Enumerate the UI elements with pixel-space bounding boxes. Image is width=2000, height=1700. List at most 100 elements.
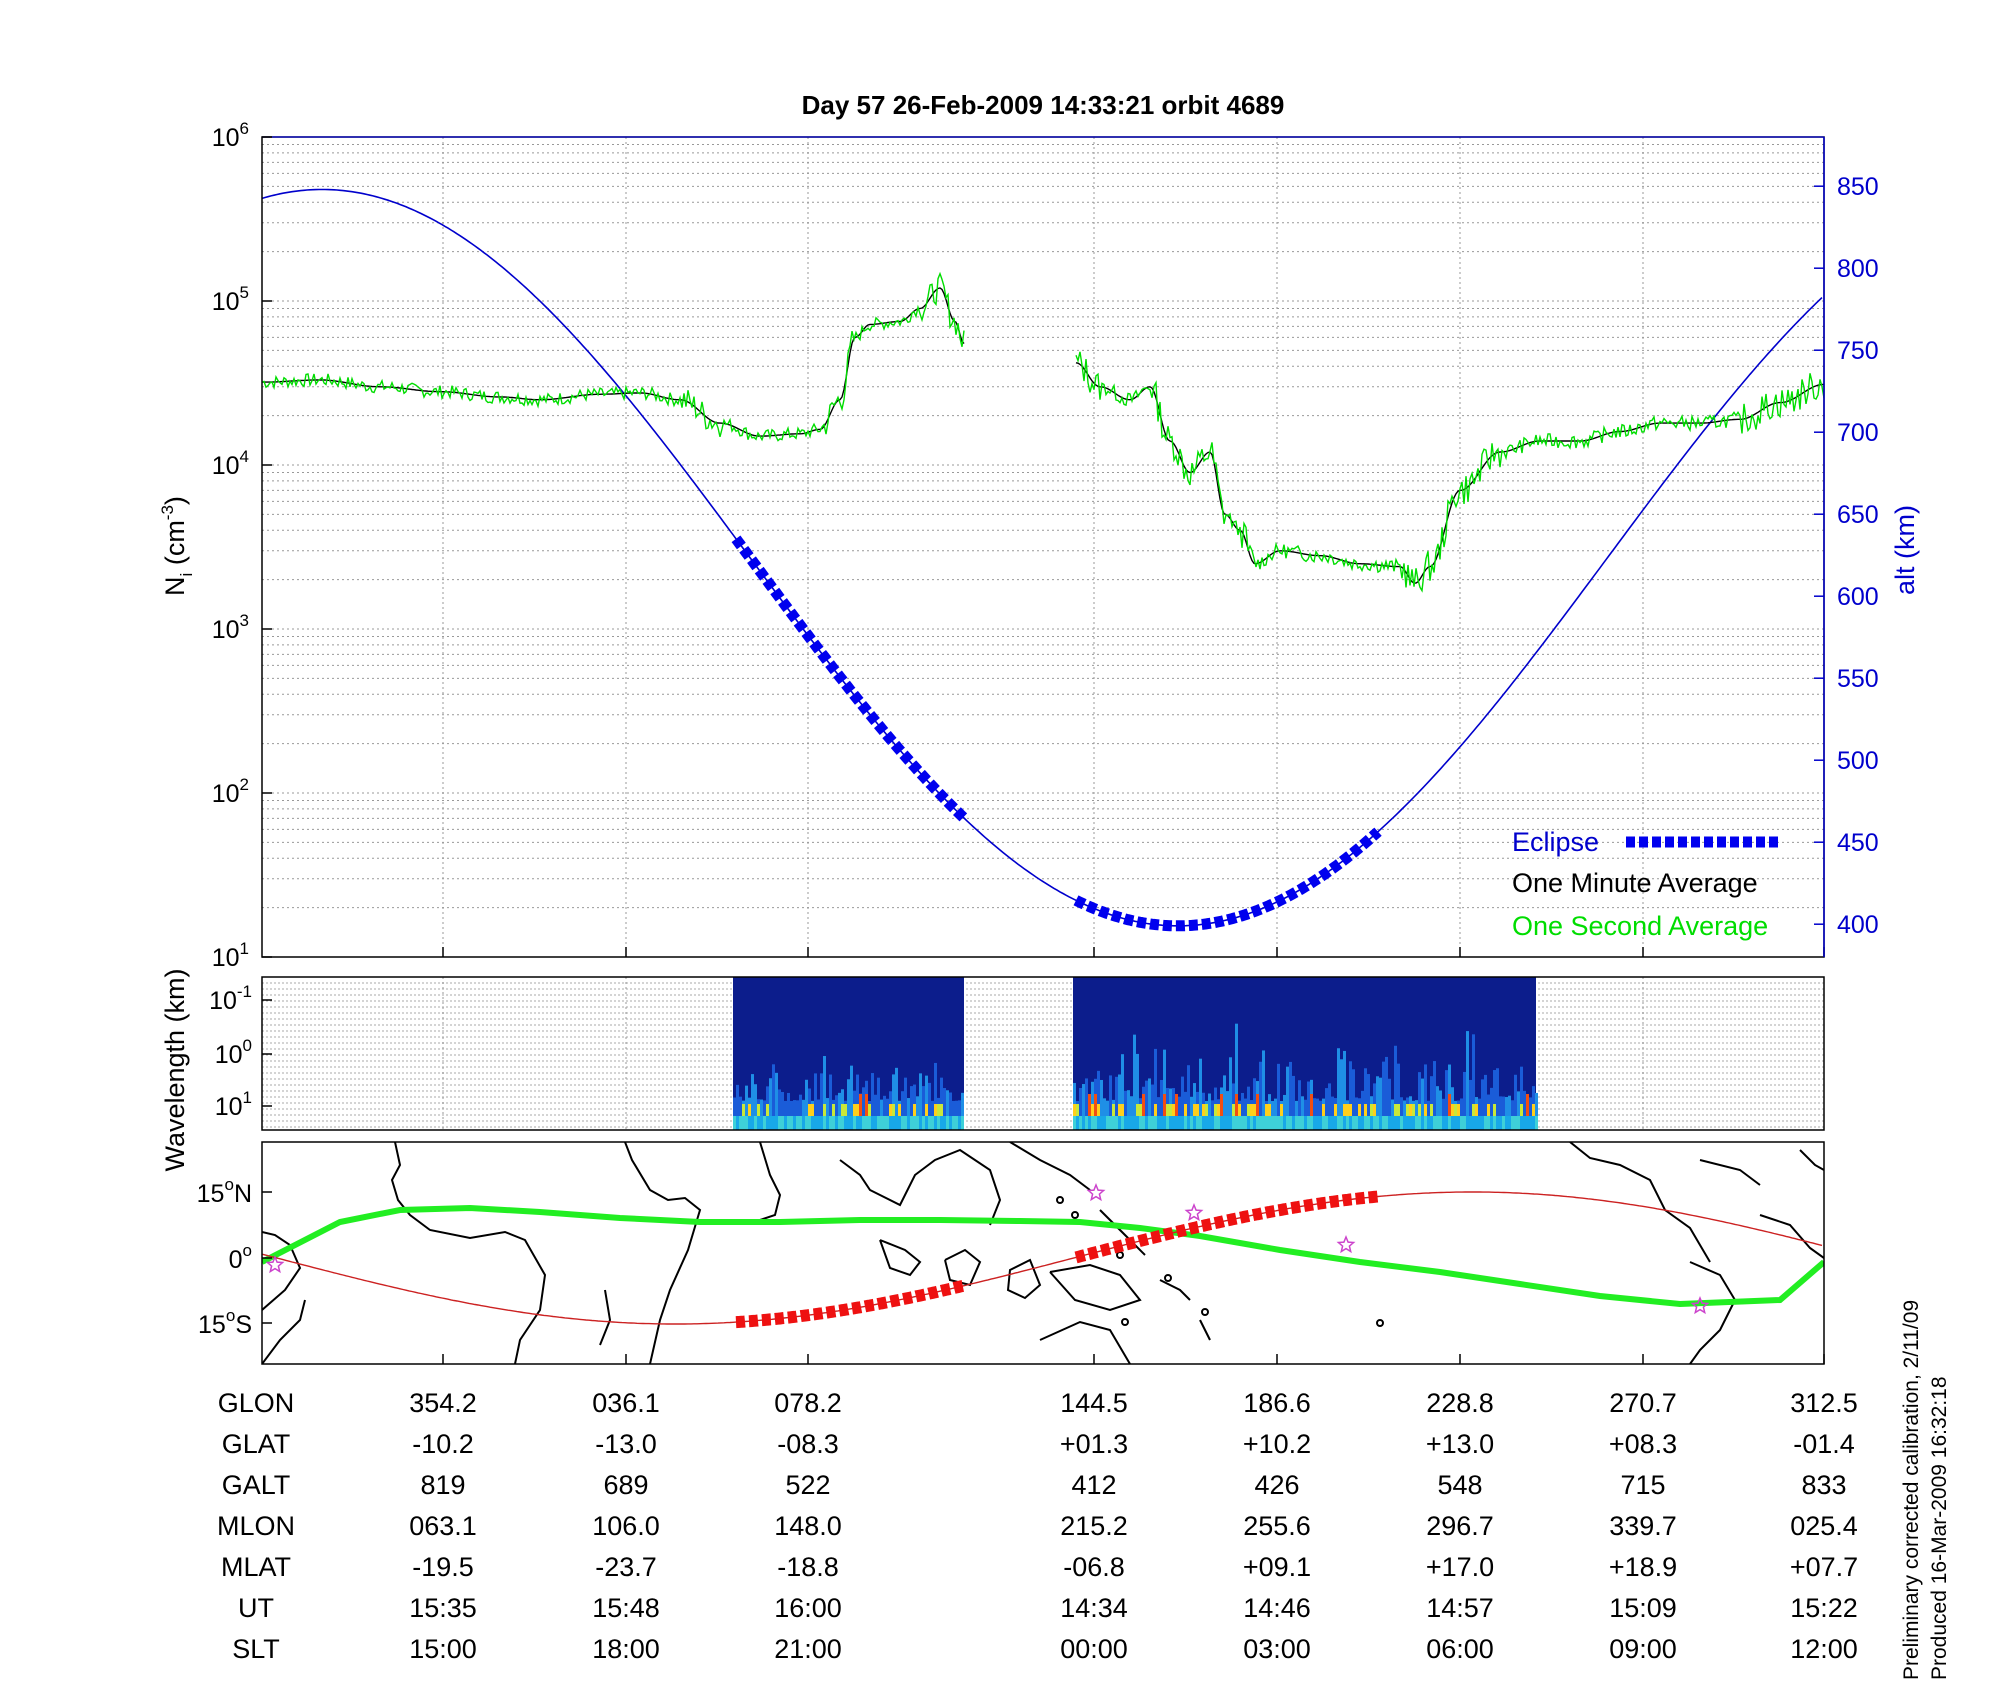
table-cell: +18.9 [1609,1552,1677,1582]
table-cell: -13.0 [595,1429,657,1459]
altitude-tick-label: 450 [1837,829,1879,857]
table-cell: 15:22 [1790,1593,1858,1623]
table-cell: 312.5 [1790,1388,1858,1418]
table-cell: 03:00 [1243,1634,1311,1664]
density-tick-label: 101 [212,939,249,972]
table-cell: +09.1 [1243,1552,1311,1582]
table-cell: 15:48 [592,1593,660,1623]
density-tick-label: 103 [212,611,249,644]
table-row-label: GLON [218,1388,295,1418]
table-cell: 15:09 [1609,1593,1677,1623]
altitude-tick-label: 700 [1837,419,1879,447]
spectrogram-ylabel: Wavelength (km) [160,968,190,1171]
table-cell: 296.7 [1426,1511,1494,1541]
table-cell: -08.3 [777,1429,839,1459]
spectrogram-block-2 [1073,977,1538,1130]
spectrogram-panel: 10-1 100 101 Wavelength (km) [160,968,1825,1172]
density-tick-label: 106 [212,119,249,152]
table-cell: -10.2 [412,1429,474,1459]
table-cell: +17.0 [1426,1552,1494,1582]
latitude-tick-label: 15oS [198,1306,252,1339]
table-cell: 339.7 [1609,1511,1677,1541]
table-cell: 06:00 [1426,1634,1494,1664]
table-cell: 16:00 [774,1593,842,1623]
table-row-label: GALT [222,1470,291,1500]
table-cell: 14:57 [1426,1593,1494,1623]
table-cell: 00:00 [1060,1634,1128,1664]
table-cell: 12:00 [1790,1634,1858,1664]
table-cell: 215.2 [1060,1511,1128,1541]
density-second-line-2 [1075,351,1824,593]
map-axes-box [261,1141,1825,1365]
table-cell: 522 [785,1470,830,1500]
calibration-note: Preliminary corrected calibration, 2/11/… [1900,1300,1923,1680]
table-cell: 09:00 [1609,1634,1677,1664]
altitude-tick-label: 850 [1837,173,1879,201]
orbit-table: GLON 354.2 036.1 078.2 144.5 186.6 228.8 270.7 3… [217,1388,1858,1664]
density-altitude-panel: 101 102 103 104 105 106 400 450 500 550 600 650 700… [158,119,1920,972]
table-cell: 15:00 [409,1634,477,1664]
altitude-curve [262,188,1823,927]
table-cell: 063.1 [409,1511,477,1541]
table-cell: +08.3 [1609,1429,1677,1459]
star-marker [1184,1203,1204,1222]
table-cell: 819 [420,1470,465,1500]
latitude-tick-label: 0o [229,1241,252,1274]
eclipse-segment-2 [1073,827,1382,932]
legend-eclipse-label: Eclipse [1512,827,1599,857]
star-marker [1336,1235,1356,1254]
chart-title: Day 57 26-Feb-2009 14:33:21 orbit 4689 [802,90,1285,120]
table-cell: -23.7 [595,1552,657,1582]
legend-minute-label: One Minute Average [1512,868,1758,898]
table-cell: -01.4 [1793,1429,1855,1459]
table-cell: 270.7 [1609,1388,1677,1418]
star-marker [1086,1183,1106,1202]
table-cell: 186.6 [1243,1388,1311,1418]
density-ylabel: Ni (cm-3) [158,496,196,596]
table-cell: 078.2 [774,1388,842,1418]
altitude-tick-label: 500 [1837,747,1879,775]
table-cell: 144.5 [1060,1388,1128,1418]
table-row-label: MLON [217,1511,295,1541]
table-cell: 14:34 [1060,1593,1128,1623]
altitude-tick-label: 800 [1837,255,1879,283]
table-row-label: MLAT [221,1552,291,1582]
altitude-tick-label: 400 [1837,911,1879,939]
table-cell: 833 [1801,1470,1846,1500]
spectrogram-tick-label: 100 [215,1036,252,1069]
orbit-track-line [262,1191,1823,1325]
ground-track-panel: 15oN 0o 15oS [197,1141,1825,1365]
spectrogram-y-ticks: 10-1 100 101 [209,982,272,1121]
spectrogram-block-1 [733,977,964,1130]
table-cell: 15:35 [409,1593,477,1623]
table-cell: +07.7 [1790,1552,1858,1582]
table-cell: +10.2 [1243,1429,1311,1459]
table-cell: 18:00 [592,1634,660,1664]
density-y-ticks: 101 102 103 104 105 106 [212,119,272,972]
table-cell: 025.4 [1790,1511,1858,1541]
table-cell: 21:00 [774,1634,842,1664]
spectrogram-grid [262,977,1825,1130]
table-cell: 148.0 [774,1511,842,1541]
altitude-tick-label: 550 [1837,665,1879,693]
star-marker [1690,1296,1710,1315]
density-tick-label: 102 [212,775,249,808]
eclipse-segment-1 [731,535,968,822]
table-cell: 036.1 [592,1388,660,1418]
density-tick-label: 104 [212,447,249,480]
legend-second-label: One Second Average [1512,911,1768,941]
table-cell: +13.0 [1426,1429,1494,1459]
table-cell: 412 [1071,1470,1116,1500]
latitude-tick-label: 15oN [197,1175,252,1208]
density-tick-label: 105 [212,283,249,316]
table-cell: 354.2 [409,1388,477,1418]
table-cell: 106.0 [592,1511,660,1541]
table-cell: 548 [1437,1470,1482,1500]
table-cell: 715 [1620,1470,1665,1500]
spectrogram-tick-label: 101 [215,1088,252,1121]
table-cell: +01.3 [1060,1429,1128,1459]
table-cell: 228.8 [1426,1388,1494,1418]
table-cell: -19.5 [412,1552,474,1582]
latitude-ticks: 15oN 0o 15oS [197,1175,1825,1364]
